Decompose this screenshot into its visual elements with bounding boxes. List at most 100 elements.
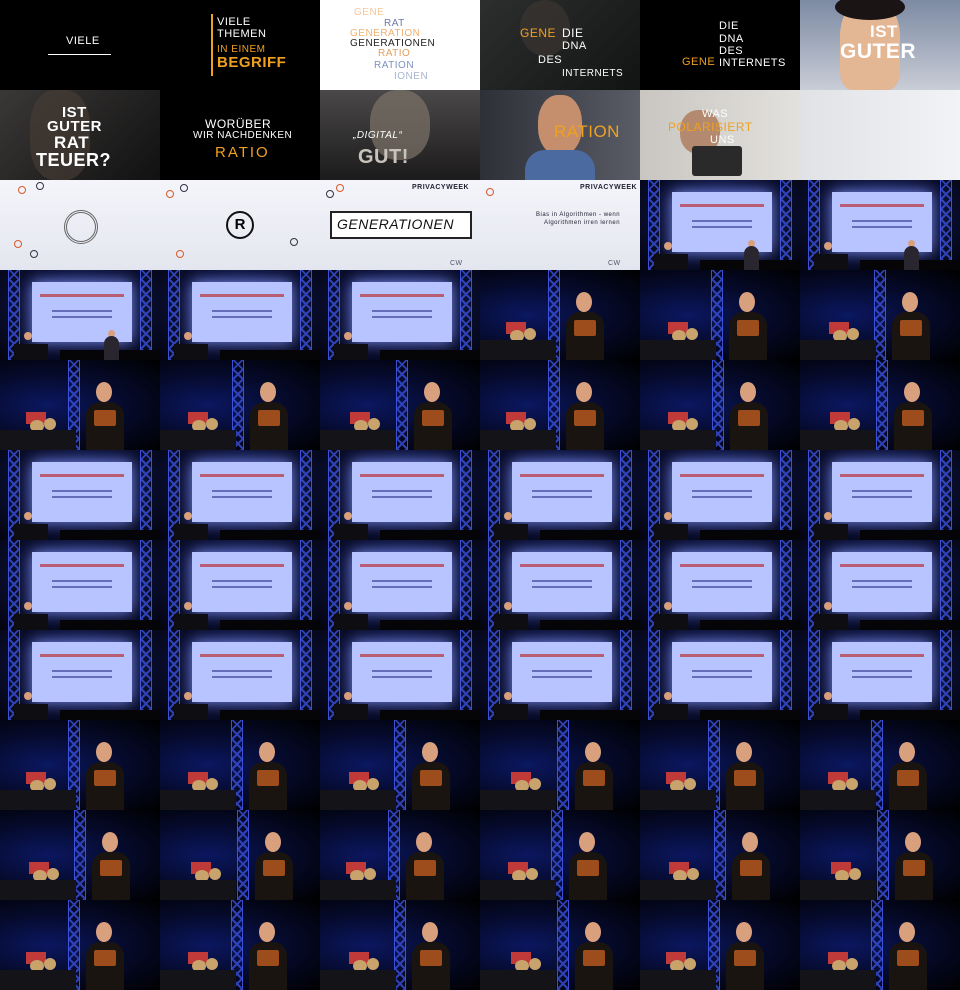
desk <box>160 430 236 450</box>
plush-toy <box>684 778 696 790</box>
desk <box>640 340 716 360</box>
speaker-head <box>664 602 672 610</box>
plush-toy <box>208 868 221 880</box>
stage-edge <box>380 710 480 720</box>
frame-speaker-closeup <box>800 720 960 810</box>
slide-header-bar <box>200 564 284 567</box>
stage-edge <box>60 710 160 720</box>
slide-text-line <box>692 496 752 498</box>
frame-speaker-closeup <box>160 360 320 450</box>
stage-truss <box>548 270 560 360</box>
slide-text-line <box>692 586 752 588</box>
projection-screen <box>832 552 932 612</box>
title-text: DIE <box>562 26 584 40</box>
frame-viele-themen: VIELE THEMEN IN EINEM BEGRIFF <box>160 0 320 90</box>
title-text: RAT <box>54 133 90 152</box>
logo-r-icon: R <box>226 211 254 239</box>
node <box>36 182 44 190</box>
stage-truss <box>940 180 952 270</box>
frame-speaker-closeup <box>800 900 960 990</box>
stage-truss <box>871 720 883 810</box>
stage-truss <box>460 270 472 360</box>
frame-speaker-closeup <box>0 810 160 900</box>
stage-truss <box>231 720 243 810</box>
footer-text: CW <box>450 260 463 267</box>
lectern <box>494 614 528 630</box>
slide-text-line <box>212 490 272 492</box>
speaker-head <box>344 332 352 340</box>
speaker-head <box>824 242 832 250</box>
plush-toy <box>367 958 379 970</box>
stage-truss <box>328 270 340 360</box>
footer-text: CW <box>608 260 621 267</box>
slide-text-line <box>372 670 432 672</box>
stage-truss <box>780 450 792 540</box>
frame-stage-wide <box>320 450 480 540</box>
projection-screen <box>672 642 772 702</box>
stage-truss <box>140 540 152 630</box>
slide-text-line <box>852 220 912 222</box>
title-text: GENE <box>520 26 557 40</box>
speaker-head <box>259 742 275 762</box>
stage-truss <box>168 450 180 540</box>
plush-toy <box>510 330 524 342</box>
slide-header-bar <box>680 474 764 477</box>
desk <box>160 970 236 990</box>
frame-stage-wide <box>640 630 800 720</box>
stage-edge <box>220 530 320 540</box>
slide-header-bar <box>360 474 444 477</box>
plush-toy <box>514 780 529 792</box>
speaker-head <box>422 742 438 762</box>
shirt-print <box>574 320 596 336</box>
frame-die-dna-des-internets: DIE DNA DES GENE INTERNETS <box>640 0 800 90</box>
stage-truss <box>808 540 820 630</box>
speaker-head <box>736 922 752 942</box>
plush-toy <box>833 330 847 342</box>
speaker-head <box>824 602 832 610</box>
frame-pw-generationen: GENERATIONEN PRIVACYWEEK CW <box>320 180 480 270</box>
stage-truss <box>68 360 80 450</box>
slide-text-line <box>372 580 432 582</box>
plush-toy <box>845 958 858 970</box>
speaker-head <box>96 382 112 402</box>
slide-text-line <box>852 586 912 588</box>
frame-stage-wide <box>320 540 480 630</box>
stage-truss <box>237 810 249 900</box>
slide-text-line <box>692 676 752 678</box>
frame-speaker-closeup <box>160 720 320 810</box>
stage-truss <box>648 630 660 720</box>
frame-speaker-closeup <box>480 900 640 990</box>
frame-stage-wide <box>160 630 320 720</box>
shirt <box>525 150 595 180</box>
title-text: WIR NACHDENKEN <box>193 130 293 141</box>
frame-stage-wide <box>480 450 640 540</box>
stage-truss <box>74 810 86 900</box>
title-text: RATION <box>554 122 620 141</box>
stage-truss <box>620 630 632 720</box>
lectern <box>654 524 688 540</box>
title-text: POLARISIERT <box>668 120 753 134</box>
shirt-print <box>583 770 605 786</box>
speaker-head <box>904 382 920 402</box>
title-text: IN EINEM <box>217 44 266 55</box>
frame-speaker-closeup <box>320 810 480 900</box>
slide-header-bar <box>360 294 444 297</box>
stage-truss <box>168 540 180 630</box>
stage-truss <box>300 540 312 630</box>
frame-stage-wide <box>640 540 800 630</box>
slide-text-line <box>372 586 432 588</box>
shirt-print <box>900 320 922 336</box>
frame-pw-logo-ring <box>0 180 160 270</box>
frame-viele: VIELE <box>0 0 160 90</box>
stage-edge <box>540 620 640 630</box>
plush-toy <box>845 778 858 790</box>
shirt-print <box>94 410 116 426</box>
speaker-head <box>424 382 440 402</box>
host-head <box>748 240 755 247</box>
speaker-head <box>344 692 352 700</box>
projection-screen <box>832 462 932 522</box>
frame-stage-wide <box>480 540 640 630</box>
title-text: GUTER <box>47 118 102 135</box>
shirt-print <box>583 950 605 966</box>
desk <box>0 430 76 450</box>
